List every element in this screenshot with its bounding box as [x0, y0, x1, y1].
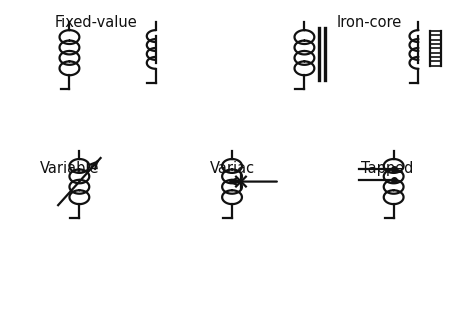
Text: Variable: Variable: [40, 161, 99, 176]
Text: Variac: Variac: [210, 161, 255, 176]
Text: Tapped: Tapped: [361, 161, 413, 176]
Text: Iron-core: Iron-core: [336, 15, 401, 30]
Text: Fixed-value: Fixed-value: [55, 15, 137, 30]
